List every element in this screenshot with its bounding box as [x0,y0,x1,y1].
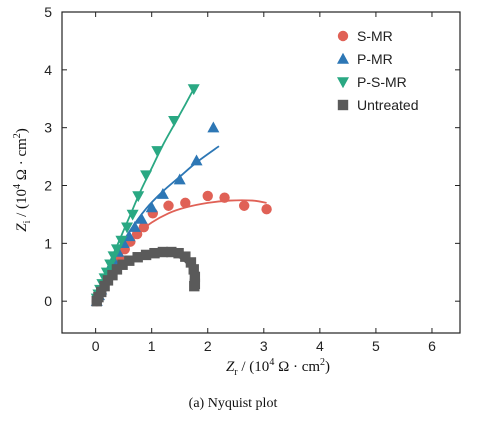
point-untreated [149,247,160,259]
point-p-mr [207,121,220,133]
point-untreated [185,257,197,268]
point-untreated [173,247,184,259]
point-untreated [111,264,123,275]
series-p-s-mr [90,84,200,305]
y-tick-label: 0 [44,293,52,309]
point-p-s-mr [140,170,153,182]
point-untreated [117,259,128,270]
point-p-s-mr [126,209,139,221]
point-untreated [96,286,107,298]
x-tick-label: 2 [204,338,212,354]
point-untreated [140,249,152,261]
point-s-mr [163,200,174,211]
legend: S-MR P-MR P-S-MR Untreated [337,28,418,113]
point-p-mr [123,230,136,242]
legend-marker-p-mr [337,52,349,64]
x-tick-label: 6 [428,338,436,354]
data-markers [90,84,272,307]
point-untreated [189,271,201,283]
y-axis-label: Zi / (104 Ω · cm2) [12,128,33,232]
point-p-s-mr [121,222,134,234]
legend-label-untreated: Untreated [357,97,418,113]
y-axis-ticks: 0 1 2 3 4 5 [44,4,460,309]
point-s-mr [138,221,150,233]
point-p-s-mr [151,146,164,158]
plot-frame [61,11,461,334]
plot-area-border [61,11,461,334]
point-s-mr [219,192,230,203]
x-tick-label: 4 [316,338,324,354]
point-untreated [107,269,118,281]
legend-label-p-mr: P-MR [357,51,393,67]
point-s-mr [238,200,250,211]
point-p-s-mr [104,259,117,271]
legend-label-s-mr: S-MR [357,28,393,44]
point-p-mr [190,154,203,166]
point-p-mr [145,201,158,213]
point-p-mr [156,187,169,199]
point-untreated [102,275,114,286]
legend-marker-untreated [337,99,349,111]
point-untreated [124,255,135,266]
point-untreated [132,252,143,263]
point-untreated [99,280,110,292]
x-axis-ticks: 0 1 2 3 4 5 6 [92,12,436,354]
x-tick-label: 5 [372,338,380,354]
y-tick-label: 5 [44,4,52,20]
point-p-mr [128,220,141,232]
point-s-mr [261,204,272,215]
point-p-mr [173,173,186,185]
point-untreated [166,246,177,258]
y-tick-label: 3 [44,120,52,136]
x-tick-label: 0 [92,338,100,354]
x-tick-label: 3 [260,338,268,354]
point-untreated [157,246,169,258]
point-p-s-mr [168,116,181,127]
point-p-mr [135,212,148,224]
point-s-mr [202,190,213,202]
y-tick-label: 2 [44,178,52,194]
figure-caption: (a) Nyquist plot [189,396,278,411]
point-untreated [188,264,199,275]
legend-marker-p-s-mr [337,77,349,89]
x-tick-label: 1 [148,338,156,354]
y-tick-label: 4 [44,62,52,78]
point-p-s-mr [187,84,200,96]
point-p-s-mr [132,191,145,203]
point-untreated [180,251,191,262]
point-untreated [189,280,200,292]
point-p-s-mr [115,235,128,247]
legend-marker-s-mr [337,30,349,42]
series-untreated [91,246,201,307]
point-s-mr [180,197,191,209]
x-axis-label: Zr / (104 Ω · cm2) [226,357,330,378]
legend-label-p-s-mr: P-S-MR [357,74,407,90]
y-tick-label: 1 [44,235,52,251]
point-p-s-mr [110,244,123,256]
point-untreated [93,291,104,303]
